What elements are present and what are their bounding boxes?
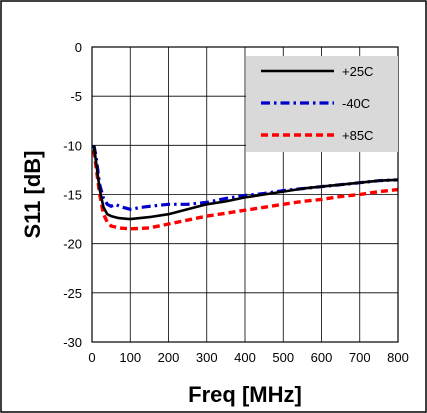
x-tick-label: 700 xyxy=(349,350,371,365)
plot-border xyxy=(91,46,399,343)
y-tick-label: 0 xyxy=(75,40,82,55)
x-tick-label: 800 xyxy=(387,350,409,365)
series-line-0 xyxy=(92,145,399,221)
legend-label-1: -40C xyxy=(342,96,370,111)
x-axis-title: Freq [MHz] xyxy=(188,382,302,407)
legend-label-0: +25C xyxy=(342,64,373,79)
series-line-2 xyxy=(92,150,399,231)
x-tick-label: 500 xyxy=(272,350,294,365)
x-tick-label: 0 xyxy=(88,350,95,365)
y-tick-label: -10 xyxy=(63,138,82,153)
x-tick-label: 400 xyxy=(234,350,256,365)
legend: +25C -40C +85C xyxy=(246,56,398,152)
x-tick-label: 600 xyxy=(311,350,333,365)
y-tick-label: -5 xyxy=(70,89,82,104)
y-tick-label: -15 xyxy=(63,188,82,203)
y-tick-label: -30 xyxy=(63,335,82,350)
series-layer xyxy=(92,144,399,231)
tick-labels: 0 100 200 300 400 500 600 700 800 0 -5 -10 -15 -20 -25… xyxy=(63,40,409,365)
y-tick-label: -20 xyxy=(63,237,82,252)
legend-label-2: +85C xyxy=(342,128,373,143)
y-tick-label: -25 xyxy=(63,286,82,301)
x-tick-label: 300 xyxy=(196,350,218,365)
x-tick-label: 100 xyxy=(119,350,141,365)
x-tick-label: 200 xyxy=(158,350,180,365)
y-axis-title: S11 [dB] xyxy=(20,150,45,238)
